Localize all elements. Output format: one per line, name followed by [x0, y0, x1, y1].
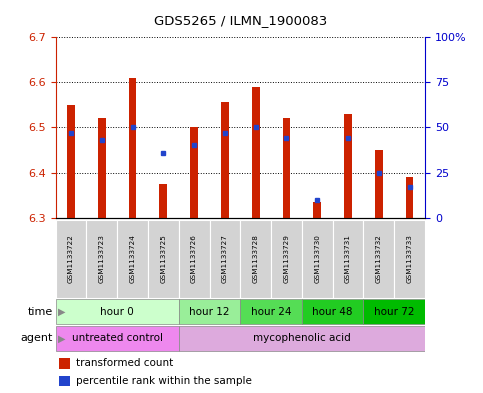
Text: GSM1133724: GSM1133724	[129, 235, 136, 283]
Text: GSM1133729: GSM1133729	[284, 235, 289, 283]
Text: hour 24: hour 24	[251, 307, 291, 317]
Bar	[302, 299, 364, 325]
Text: hour 72: hour 72	[374, 307, 414, 317]
Text: GSM1133723: GSM1133723	[99, 235, 105, 283]
Bar	[56, 220, 86, 298]
Bar	[86, 220, 117, 298]
Text: percentile rank within the sample: percentile rank within the sample	[76, 376, 252, 386]
Text: GSM1133730: GSM1133730	[314, 235, 320, 283]
Bar	[375, 150, 383, 218]
Bar	[364, 220, 394, 298]
Bar	[179, 299, 240, 325]
Text: GSM1133722: GSM1133722	[68, 235, 74, 283]
Bar	[128, 78, 136, 218]
Bar	[67, 105, 75, 218]
Bar	[333, 220, 364, 298]
Bar	[283, 118, 290, 218]
Text: time: time	[28, 307, 53, 317]
Bar	[344, 114, 352, 218]
Text: GSM1133725: GSM1133725	[160, 235, 166, 283]
Bar	[210, 220, 240, 298]
Text: agent: agent	[21, 333, 53, 343]
Bar	[179, 325, 425, 351]
Text: hour 12: hour 12	[189, 307, 230, 317]
Bar	[98, 118, 106, 218]
Bar	[117, 220, 148, 298]
Bar	[148, 220, 179, 298]
Text: ▶: ▶	[58, 307, 66, 317]
Text: hour 0: hour 0	[100, 307, 134, 317]
Bar	[59, 358, 71, 369]
Text: ▶: ▶	[58, 333, 66, 343]
Bar	[240, 220, 271, 298]
Text: GSM1133732: GSM1133732	[376, 235, 382, 283]
Bar	[252, 87, 259, 218]
Text: GSM1133728: GSM1133728	[253, 235, 259, 283]
Bar	[190, 127, 198, 218]
Bar	[313, 202, 321, 218]
Text: GSM1133733: GSM1133733	[407, 235, 412, 283]
Bar	[406, 177, 413, 218]
Text: GSM1133731: GSM1133731	[345, 235, 351, 283]
Bar	[56, 325, 179, 351]
Text: mycophenolic acid: mycophenolic acid	[253, 333, 351, 343]
Text: untreated control: untreated control	[71, 333, 163, 343]
Text: GDS5265 / ILMN_1900083: GDS5265 / ILMN_1900083	[154, 14, 327, 27]
Bar	[179, 220, 210, 298]
Bar	[59, 376, 71, 386]
Bar	[159, 184, 167, 218]
Text: hour 48: hour 48	[313, 307, 353, 317]
Bar	[56, 299, 179, 325]
Bar	[271, 220, 302, 298]
Bar	[364, 299, 425, 325]
Bar	[302, 220, 333, 298]
Text: GSM1133726: GSM1133726	[191, 235, 197, 283]
Bar	[240, 299, 302, 325]
Text: transformed count: transformed count	[76, 358, 173, 368]
Text: GSM1133727: GSM1133727	[222, 235, 228, 283]
Bar	[221, 103, 229, 218]
Bar	[394, 220, 425, 298]
